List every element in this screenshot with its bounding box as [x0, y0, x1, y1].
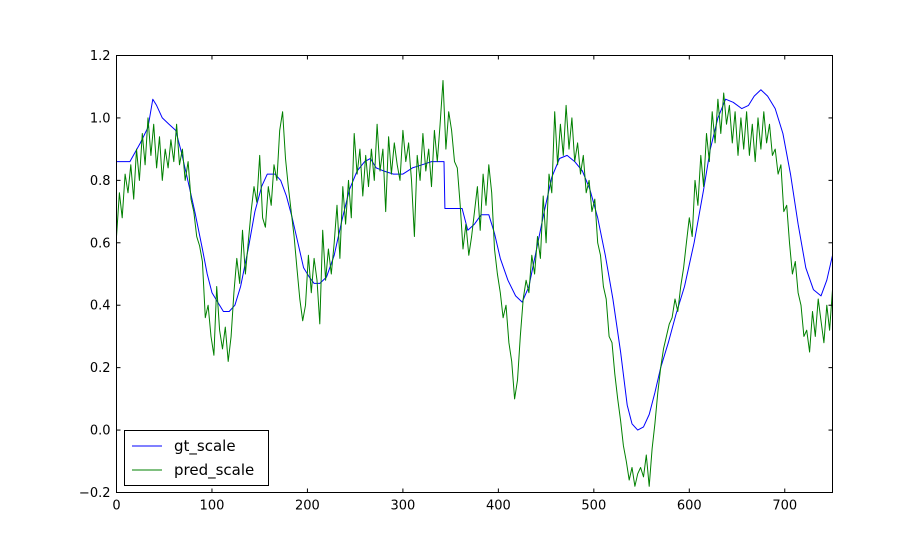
legend-box — [124, 430, 269, 486]
x-tick-label: 300 — [390, 499, 415, 514]
series-line-gt-scale — [116, 89, 833, 431]
x-tick-label: 0 — [112, 499, 120, 514]
legend-pred-scale-label: pred_scale — [174, 461, 254, 480]
y-tick-label: 1.2 — [90, 49, 111, 64]
legend-gt-scale-label: gt_scale — [174, 437, 236, 456]
y-tick-label: 0.4 — [90, 299, 111, 314]
x-tick-label: 500 — [581, 499, 606, 514]
x-tick-label: 600 — [677, 499, 702, 514]
y-tick-label: 1.0 — [90, 111, 111, 126]
y-tick-label: 0.2 — [90, 361, 111, 376]
x-tick-label: 400 — [486, 499, 511, 514]
y-tick-label: −0.2 — [79, 486, 111, 501]
series-layer — [116, 80, 833, 487]
y-tick-label: 0.6 — [90, 236, 111, 251]
y-tick-label: 0.0 — [90, 424, 111, 439]
x-tick-label: 100 — [200, 499, 225, 514]
x-tick-label: 200 — [295, 499, 320, 514]
plot-area — [116, 55, 833, 493]
y-tick-label: 0.8 — [90, 174, 111, 189]
series-line-pred-scale — [116, 80, 833, 487]
x-tick-label: 700 — [772, 499, 797, 514]
legend: gt_scale pred_scale — [124, 430, 269, 486]
ticks-layer: 0 100 200 300 400 500 600 700 −0.2 0.0 0.2 0.4 0.6 0.… — [79, 49, 833, 514]
plot-frame — [116, 55, 833, 493]
